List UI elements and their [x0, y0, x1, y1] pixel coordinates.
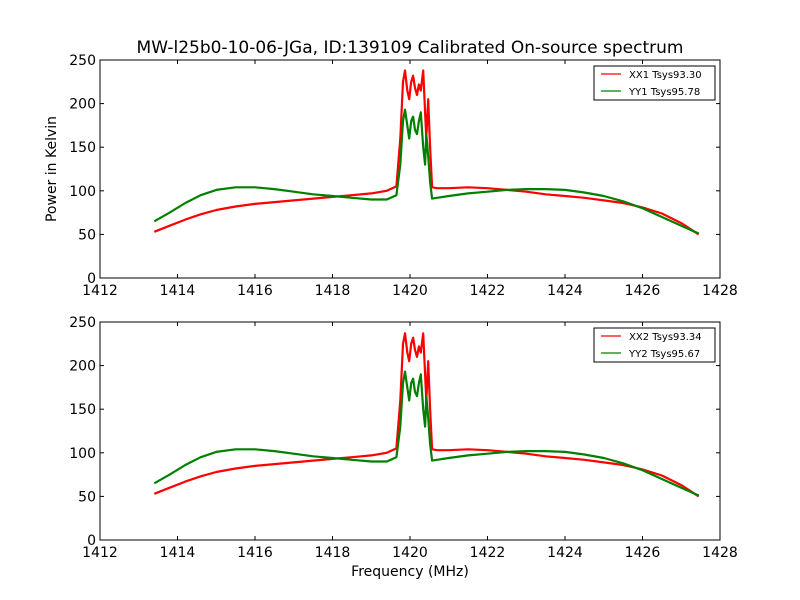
bottom-y-tick-label: 200 — [69, 359, 96, 375]
top-y-tick-label: 100 — [69, 184, 96, 200]
bottom-x-tick-label: 1420 — [392, 545, 428, 561]
bottom-x-tick-label: 1424 — [547, 545, 583, 561]
top-x-tick-label: 1412 — [82, 283, 118, 299]
top-y-tick-label: 250 — [69, 53, 96, 69]
top-plot-border — [99, 59, 721, 279]
bottom-x-tick-label: 1426 — [625, 545, 661, 561]
top-x-tick-label: 1426 — [625, 283, 661, 299]
top-x-tick-label: 1416 — [237, 283, 273, 299]
bottom-y-tick-label: 100 — [69, 446, 96, 462]
bottom-x-tick-label: 1416 — [237, 545, 273, 561]
top-y-tick-label: 200 — [69, 97, 96, 113]
bottom-x-tick-label: 1412 — [82, 545, 118, 561]
bottom-x-tick-label: 1428 — [702, 545, 738, 561]
top-x-tick-label: 1418 — [315, 283, 351, 299]
bottom-series-line-xx2 — [153, 332, 700, 498]
bottom-x-tick-label: 1414 — [160, 545, 196, 561]
bottom-series — [153, 332, 700, 498]
bottom-series-line-yy2 — [153, 370, 700, 497]
chart-title: MW-l25b0-10-06-JGa, ID:139109 Calibrated… — [137, 38, 684, 58]
bottom-ticks: 1412 1414 1416 1418 1420 1422 1424 1426 1428 0 50 1… — [69, 315, 738, 561]
top-legend: XX1 Tsys93.30 YY1 Tsys95.78 — [593, 65, 716, 101]
top-series — [153, 69, 700, 236]
top-series-line-xx1 — [153, 69, 700, 236]
top-x-tick-label: 1428 — [702, 283, 738, 299]
bottom-panel: 1412 1414 1416 1418 1420 1422 1424 1426 1428 0 50 1… — [69, 315, 738, 580]
top-y-tick-label: 150 — [69, 140, 96, 156]
top-x-tick-label: 1422 — [470, 283, 506, 299]
bottom-y-tick-label: 150 — [69, 402, 96, 418]
top-x-tick-label: 1420 — [392, 283, 428, 299]
bottom-legend-label-yy2: YY2 Tsys95.67 — [628, 349, 700, 360]
bottom-x-axis-label: Frequency (MHz) — [351, 564, 469, 580]
bottom-y-tick-label: 250 — [69, 315, 96, 331]
bottom-x-tick-label: 1418 — [315, 545, 351, 561]
top-x-tick-label: 1414 — [160, 283, 196, 299]
top-legend-box — [593, 65, 716, 101]
top-x-tick-label: 1424 — [547, 283, 583, 299]
bottom-legend-label-xx2: XX2 Tsys93.34 — [629, 332, 702, 343]
bottom-x-tick-label: 1422 — [470, 545, 506, 561]
top-legend-label-yy1: YY1 Tsys95.78 — [628, 87, 700, 98]
bottom-y-tick-label: 0 — [87, 533, 96, 549]
top-y-axis-label: Power in Kelvin — [44, 116, 60, 222]
top-y-tick-label: 0 — [87, 271, 96, 287]
top-series-line-yy1 — [153, 108, 700, 235]
top-ticks: 1412 1414 1416 1418 1420 1422 1424 1426 1428 0 50 1… — [69, 53, 738, 299]
bottom-legend-box — [593, 327, 716, 363]
bottom-y-tick-label: 50 — [78, 489, 96, 505]
top-panel: 1412 1414 1416 1418 1420 1422 1424 1426 1428 0 50 1… — [44, 53, 738, 299]
bottom-legend: XX2 Tsys93.34 YY2 Tsys95.67 — [593, 327, 716, 363]
top-y-tick-label: 50 — [78, 227, 96, 243]
bottom-plot-border — [99, 321, 721, 541]
top-legend-label-xx1: XX1 Tsys93.30 — [629, 70, 702, 81]
